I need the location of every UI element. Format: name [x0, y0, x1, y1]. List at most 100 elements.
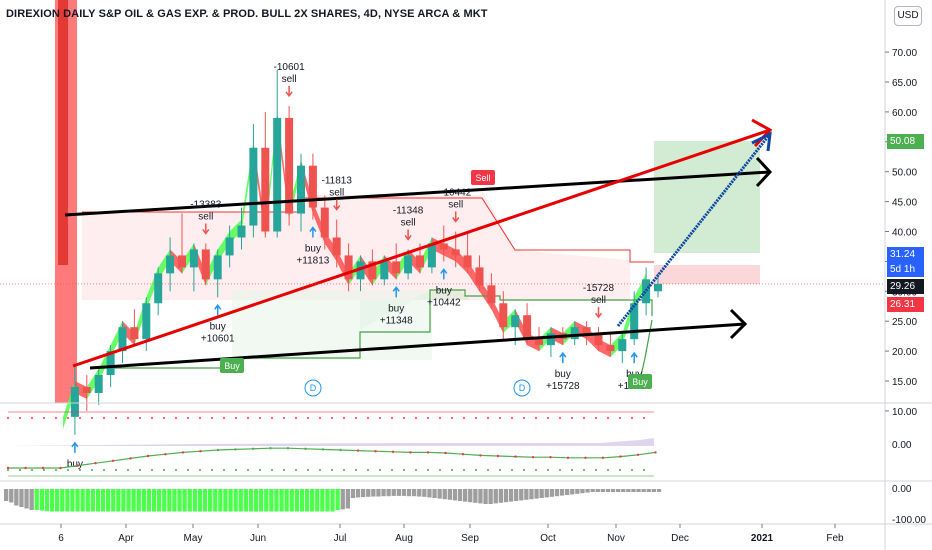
histogram-bar — [90, 489, 95, 512]
time-tick-label: Dec — [671, 533, 689, 544]
osc-dot — [127, 469, 129, 471]
osc-dot — [487, 469, 489, 471]
histogram-bar — [386, 489, 391, 497]
osc-signal-dot — [391, 450, 395, 453]
candle-body — [511, 315, 520, 328]
histogram-bar — [136, 489, 141, 512]
histogram-bar — [621, 489, 626, 492]
histogram-bar — [182, 489, 187, 512]
osc-dot — [451, 469, 453, 471]
osc-dot — [7, 469, 9, 471]
histogram-bar — [29, 489, 34, 510]
osc-dot — [307, 417, 309, 419]
histogram-bar — [330, 489, 335, 512]
osc-signal-dot — [304, 447, 307, 450]
osc-signal-dot — [514, 455, 517, 458]
price-tick-label: 10.00 — [892, 407, 917, 418]
candle-body — [463, 255, 472, 268]
osc-signal-dot — [374, 450, 377, 453]
histogram-bar — [44, 489, 50, 512]
histogram-bar — [396, 489, 401, 496]
osc-dot — [187, 417, 189, 419]
osc-dot — [283, 469, 285, 471]
histogram-bar — [304, 489, 310, 512]
osc-dot — [523, 417, 525, 419]
osc-dot — [187, 469, 189, 471]
osc-dot — [391, 417, 393, 419]
hist-tick-label: -100.00 — [892, 515, 926, 526]
histogram-bar — [554, 489, 560, 497]
candle-body — [582, 327, 591, 334]
osc-area — [8, 438, 654, 446]
candle-body — [535, 339, 543, 346]
osc-dot — [223, 469, 225, 471]
osc-signal-dot — [76, 464, 80, 467]
sell-signal-label: -11348 — [393, 205, 424, 216]
price-tick-label: 50.00 — [892, 168, 917, 179]
histogram-bar — [401, 489, 407, 496]
time-tick-label: 6 — [58, 533, 64, 544]
candle-body — [427, 243, 436, 268]
time-tick-label: Nov — [607, 533, 625, 544]
histogram-bar — [412, 489, 417, 497]
osc-signal-dot — [129, 457, 132, 460]
histogram-bar — [60, 489, 65, 512]
histogram-bar — [151, 489, 157, 512]
osc-dot — [295, 417, 297, 419]
dividend-label: D — [310, 383, 317, 393]
buy-signal-label: +11813 — [296, 256, 329, 267]
osc-dot — [331, 469, 333, 471]
osc-signal-dot — [251, 447, 255, 450]
osc-dot — [43, 469, 45, 471]
osc-dot — [439, 469, 441, 471]
histogram-bar — [55, 489, 60, 512]
histogram-bar — [284, 489, 289, 512]
osc-signal-dot — [234, 448, 237, 451]
histogram-bar — [253, 489, 259, 512]
histogram-bar — [340, 489, 345, 510]
osc-signal-dot — [566, 456, 570, 459]
osc-dot — [415, 417, 417, 419]
buy-signal-label: buy — [436, 285, 452, 296]
candle-body — [189, 249, 198, 268]
sell-signal-label: sell — [282, 74, 297, 85]
histogram-bar — [498, 489, 503, 503]
histogram-bar — [366, 489, 371, 497]
support-shade — [232, 290, 470, 360]
histogram-bar — [539, 489, 544, 498]
osc-dot — [271, 469, 273, 471]
osc-dot — [343, 417, 345, 419]
osc-signal-dot — [549, 456, 552, 459]
osc-dot — [619, 417, 621, 419]
currency-button[interactable]: USD — [894, 6, 922, 26]
histogram-bar — [534, 489, 539, 499]
osc-dot — [211, 469, 213, 471]
buy-arrow-icon — [71, 441, 79, 453]
histogram-bar — [299, 489, 305, 512]
trend-cloud-segment — [562, 321, 575, 346]
osc-dot — [475, 469, 477, 471]
sell-signal-label: sell — [448, 200, 463, 211]
histogram-bar — [468, 489, 473, 503]
osc-signal-dot — [164, 453, 167, 456]
histogram-bar — [605, 489, 611, 492]
histogram-bar — [442, 489, 447, 500]
osc-dot — [535, 417, 537, 419]
osc-dot — [463, 469, 465, 471]
osc-dot — [355, 469, 357, 471]
histogram-bar — [126, 489, 131, 512]
osc-dot — [319, 469, 321, 471]
histogram-bar — [320, 489, 325, 512]
osc-dot — [91, 417, 93, 419]
histogram-bar — [223, 489, 228, 512]
osc-signal-dot — [479, 454, 482, 457]
osc-dot — [619, 469, 621, 471]
osc-dot — [511, 417, 513, 419]
osc-dot — [439, 417, 441, 419]
histogram-bar — [238, 489, 243, 512]
sell-arrow-icon — [594, 307, 603, 319]
sell-signal-label: sell — [198, 211, 213, 222]
candle-body — [439, 243, 448, 250]
osc-dot — [115, 469, 117, 471]
